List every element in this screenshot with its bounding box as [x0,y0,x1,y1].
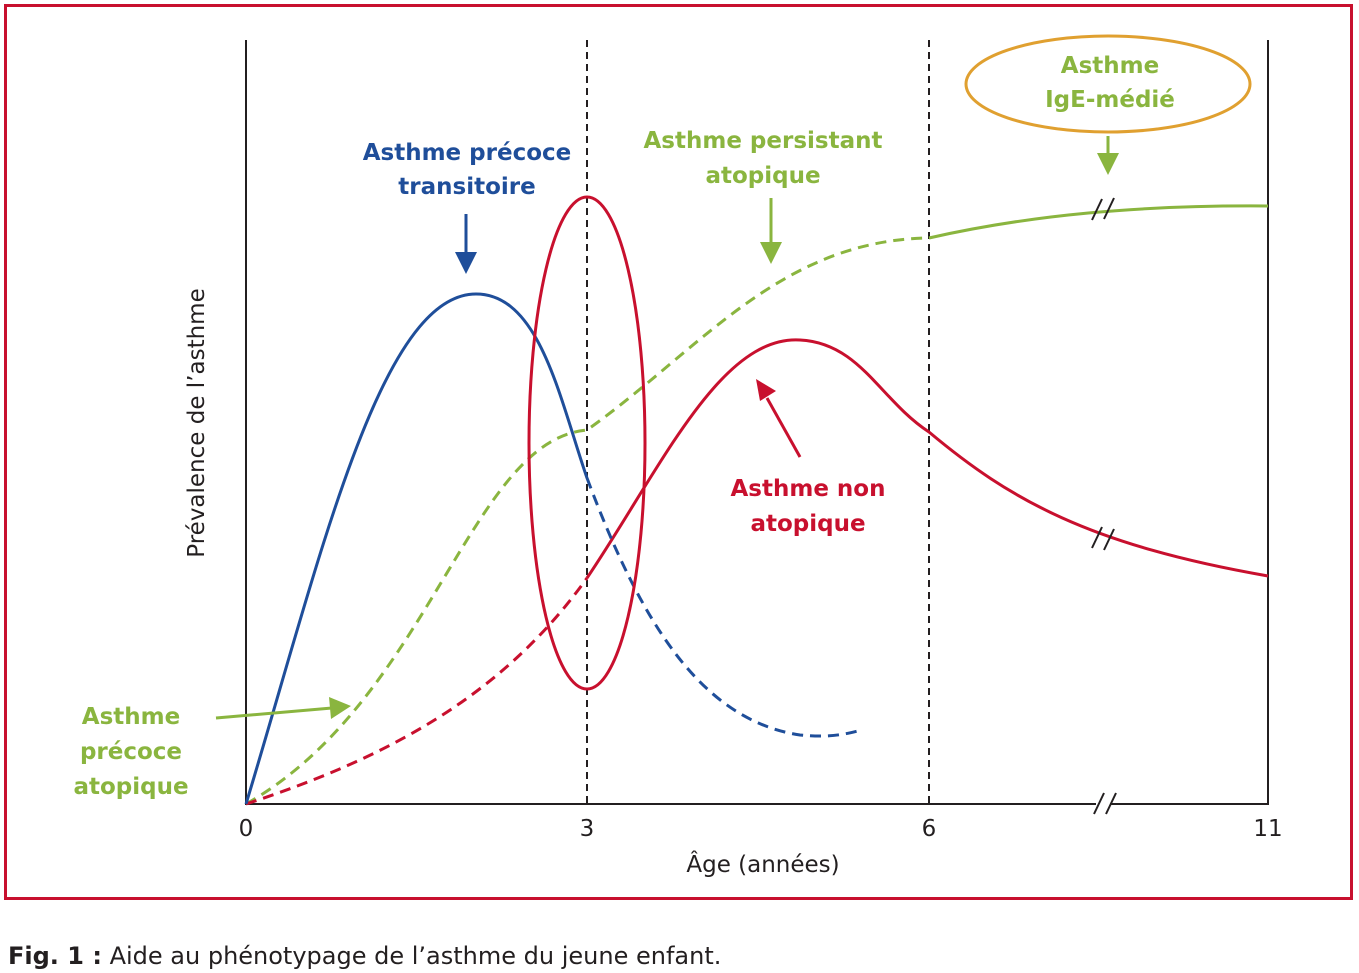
arrow-non-atopique [756,379,802,458]
series-non-atopique-break [1091,526,1115,551]
x-tick-11: 11 [1253,816,1282,842]
series-persistant-atopique-solid [928,204,1269,240]
series-non-atopique-dashed [245,577,589,806]
arrow-persistant [760,198,782,264]
label-ige-2: IgE-médié [1045,87,1175,113]
figure-frame [4,4,1353,900]
caption-text: Aide au phénotypage de l’asthme du jeune… [101,942,722,970]
label-precoce-atopique-2: précoce [80,739,182,765]
label-precoce-transitoire-2: transitoire [398,174,535,200]
arrow-ige [1097,136,1119,175]
x-axis-label: Âge (années) [686,850,839,878]
figure-caption: Fig. 1 : Aide au phénotypage de l’asthme… [8,942,721,970]
highlight-ellipse-age-3 [527,195,647,691]
arrow-precoce-atopique [215,697,351,720]
series-persistant-atopique-break [1091,197,1115,221]
asthma-phenotype-chart: 0 3 6 11 Âge (années) Prévalence de l’as… [73,34,1283,878]
y-axis-label: Prévalence de l’asthme [184,288,210,558]
label-non-atopique-1: Asthme non [731,476,886,502]
ige-ellipse [964,34,1252,134]
x-tick-6: 6 [922,816,937,842]
label-non-atopique-2: atopique [750,511,865,537]
label-ige-1: Asthme [1061,53,1159,79]
series-precoce-transitoire-solid [244,292,589,805]
label-persistant-atopique-2: atopique [705,163,820,189]
label-precoce-atopique-3: atopique [73,774,188,800]
x-tick-0: 0 [239,816,254,842]
label-persistant-atopique-1: Asthme persistant [644,128,883,154]
caption-prefix: Fig. 1 : [8,942,102,970]
series-non-atopique-solid [585,338,1269,579]
label-precoce-atopique-1: Asthme [82,704,180,730]
label-precoce-transitoire-1: Asthme précoce [363,140,572,166]
arrow-transitoire [455,214,477,274]
x-tick-3: 3 [580,816,595,842]
axis-break-mark [1093,792,1117,815]
series-precoce-transitoire-dashed [585,477,859,738]
series-persistant-atopique-dashed [245,236,930,806]
